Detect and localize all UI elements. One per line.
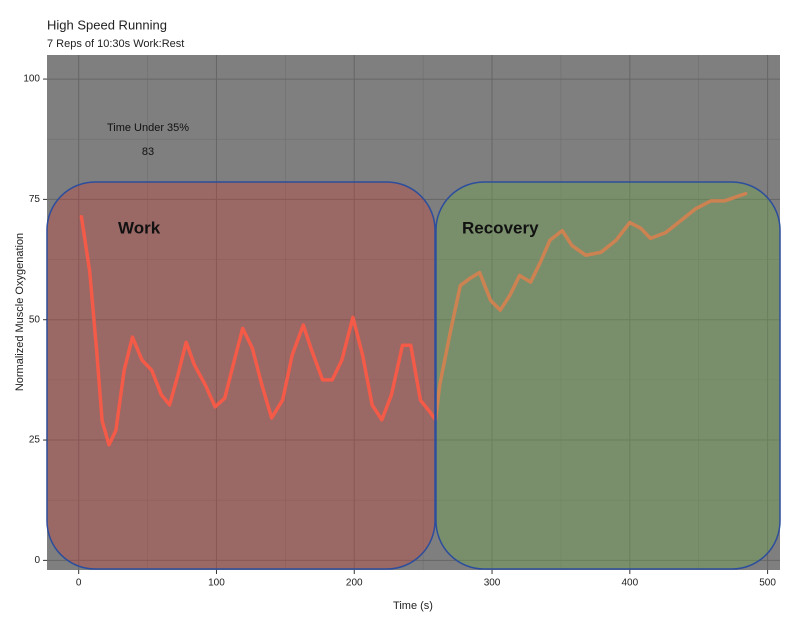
y-tick-label: 75 <box>29 194 41 205</box>
chart-title: High Speed Running <box>47 17 167 32</box>
x-axis-title: Time (s) <box>393 600 433 612</box>
x-tick-label: 300 <box>484 578 501 589</box>
recovery-region <box>435 181 781 570</box>
x-tick-label: 400 <box>621 578 638 589</box>
x-tick-label: 0 <box>76 578 82 589</box>
data-line <box>79 191 748 447</box>
chart-subtitle: 7 Reps of 10:30s Work:Rest <box>47 38 184 50</box>
work-region <box>46 181 436 570</box>
plot-background <box>47 55 780 570</box>
annotation-value: 83 <box>142 146 154 158</box>
x-tick-label: 500 <box>759 578 776 589</box>
y-axis-title: Normalized Muscle Oxygenation <box>14 233 26 391</box>
recovery-label: Recovery <box>462 218 539 237</box>
work-label: Work <box>118 218 161 237</box>
y-tick-label: 25 <box>29 435 41 446</box>
y-tick-label: 100 <box>23 74 40 85</box>
x-tick-label: 100 <box>208 578 225 589</box>
x-tick-label: 200 <box>346 578 363 589</box>
y-tick-label: 0 <box>34 555 40 566</box>
y-tick-label: 50 <box>29 314 41 325</box>
annotation: Time Under 35% <box>107 122 189 134</box>
